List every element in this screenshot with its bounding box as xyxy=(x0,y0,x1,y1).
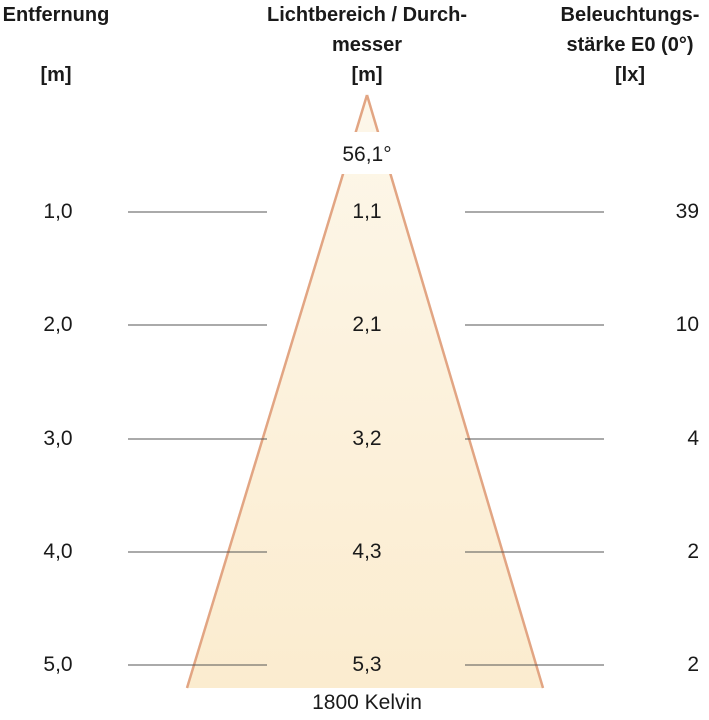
illuminance-value: 39 xyxy=(675,200,699,223)
distance-value: 3,0 xyxy=(43,427,73,450)
distance-unit: [m] xyxy=(40,64,72,86)
diameter-value: 3,2 xyxy=(352,427,382,450)
beam-angle-label: 56,1° xyxy=(342,143,392,166)
distance-value: 2,0 xyxy=(43,313,73,336)
diameter-unit: [m] xyxy=(351,64,383,86)
illuminance-value: 4 xyxy=(687,427,699,450)
distance-value: 1,0 xyxy=(43,200,73,223)
diameter-value: 4,3 xyxy=(352,540,382,563)
distance-header: Entfernung xyxy=(2,4,110,26)
cone-edge-left xyxy=(185,94,369,689)
illuminance-value: 2 xyxy=(687,653,699,676)
illuminance-unit: [lx] xyxy=(615,64,645,86)
distance-value: 4,0 xyxy=(43,540,73,563)
diameter-value: 5,3 xyxy=(352,653,382,676)
cone-edge-right xyxy=(365,94,545,689)
diameter-value: 2,1 xyxy=(352,313,382,336)
light-cone xyxy=(187,95,543,688)
diameter-header-1: Lichtbereich / Durch- xyxy=(266,4,468,26)
color-temperature-label: 1800 Kelvin xyxy=(312,691,422,714)
illuminance-value: 10 xyxy=(675,313,699,336)
illuminance-value: 2 xyxy=(687,540,699,563)
diameter-value: 1,1 xyxy=(352,200,382,223)
illuminance-header-1: Beleuchtungs- xyxy=(560,4,700,26)
distance-value: 5,0 xyxy=(43,653,73,676)
diameter-header-2: messer xyxy=(331,34,403,56)
angle-label-bg xyxy=(322,132,412,174)
illuminance-header-2: stärke E0 (0°) xyxy=(566,34,694,56)
